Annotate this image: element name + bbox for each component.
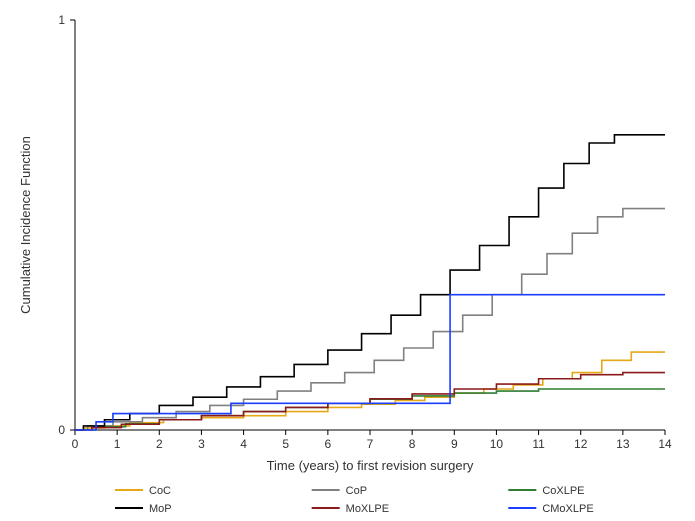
chart-svg: 0123456789101112131401Time (years) to fi…: [0, 0, 695, 521]
x-tick-label: 2: [156, 437, 163, 451]
x-tick-label: 8: [409, 437, 416, 451]
series-CMoXLPE: [75, 295, 665, 430]
x-tick-label: 4: [240, 437, 247, 451]
x-tick-label: 13: [616, 437, 630, 451]
x-tick-label: 9: [451, 437, 458, 451]
x-tick-label: 3: [198, 437, 205, 451]
x-tick-label: 6: [325, 437, 332, 451]
series-CoXLPE: [75, 389, 665, 430]
legend-label-MoP: MoP: [149, 503, 172, 515]
y-tick-label: 1: [58, 13, 65, 27]
legend-label-CoC: CoC: [149, 485, 171, 497]
y-tick-label: 0: [58, 423, 65, 437]
series-MoP: [75, 135, 665, 430]
x-tick-label: 0: [72, 437, 79, 451]
series-CoP: [75, 209, 665, 430]
x-tick-label: 7: [367, 437, 374, 451]
legend-label-MoXLPE: MoXLPE: [346, 503, 389, 515]
legend-label-CoP: CoP: [346, 485, 367, 497]
x-tick-label: 1: [114, 437, 121, 451]
x-tick-label: 14: [658, 437, 672, 451]
x-tick-label: 5: [282, 437, 289, 451]
x-tick-label: 12: [574, 437, 588, 451]
x-tick-label: 10: [490, 437, 504, 451]
legend-label-CoXLPE: CoXLPE: [542, 485, 584, 497]
legend-label-CMoXLPE: CMoXLPE: [542, 503, 593, 515]
y-axis-title: Cumulative Incidence Function: [18, 136, 33, 314]
x-tick-label: 11: [532, 437, 545, 451]
chart-container: 0123456789101112131401Time (years) to fi…: [0, 0, 695, 521]
x-axis-title: Time (years) to first revision surgery: [267, 458, 474, 473]
